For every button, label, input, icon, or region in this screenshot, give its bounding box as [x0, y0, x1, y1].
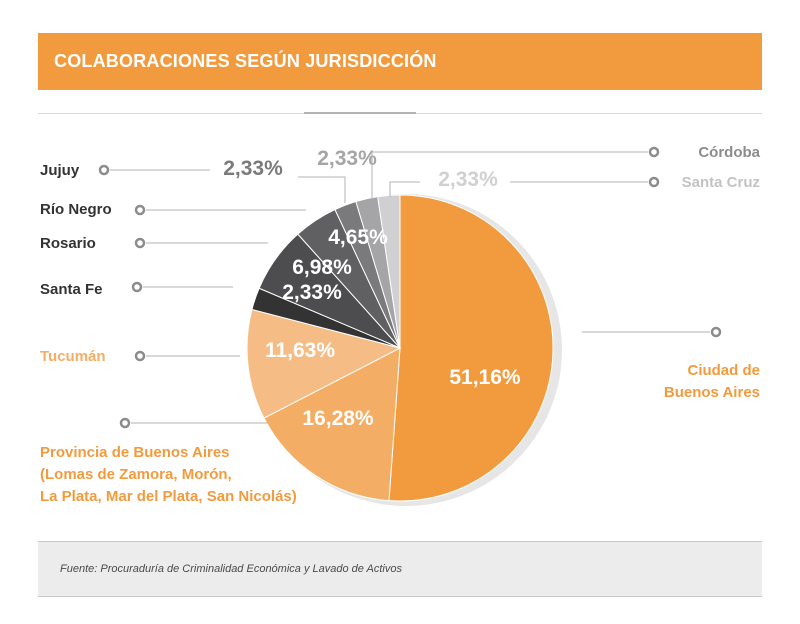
chart-title: COLABORACIONES SEGÚN JURISDICCIÓN: [54, 51, 437, 71]
slice-category-label: Jujuy: [40, 162, 80, 179]
leader-dot: [119, 417, 131, 429]
leader-dot: [98, 164, 110, 176]
slice-value-label: 51,16%: [449, 366, 521, 389]
slice-category-label: La Plata, Mar del Plata, San Nicolás): [40, 488, 297, 505]
slice-category-label: (Lomas de Zamora, Morón,: [40, 466, 232, 483]
leader-dot: [134, 237, 146, 249]
leader-dot: [648, 146, 660, 158]
slice-category-label: Santa Fe: [40, 281, 103, 298]
source-text: Fuente: Procuraduría de Criminalidad Eco…: [60, 563, 402, 575]
slice-category-label: Provincia de Buenos Aires: [40, 444, 230, 461]
slice-category-label: Buenos Aires: [664, 384, 760, 401]
slice-value-label: 4,65%: [328, 226, 388, 249]
leader-line: [371, 151, 648, 198]
slice-category-label: Córdoba: [698, 144, 760, 161]
pie-slice: [388, 194, 554, 502]
slice-value-label: 2,33%: [282, 281, 342, 304]
slice-category-label: Santa Cruz: [682, 174, 760, 191]
slice-value-label: 16,28%: [302, 407, 374, 430]
leader-dot: [648, 176, 660, 188]
slice-category-label: Rosario: [40, 235, 96, 252]
source-footer: Fuente: Procuraduría de Criminalidad Eco…: [38, 541, 762, 597]
pie-slice: [377, 194, 401, 349]
leader-dot: [134, 350, 146, 362]
leader-line: [389, 181, 648, 197]
slice-value-label: 6,98%: [292, 256, 352, 279]
slice-value-label: 11,63%: [265, 339, 335, 362]
slice-value-label: 2,33%: [438, 168, 498, 191]
slice-value-label: 2,33%: [317, 147, 377, 170]
slice-value-label: 2,33%: [223, 157, 283, 180]
leader-line: [110, 169, 346, 203]
leader-dot: [710, 326, 722, 338]
pie-chart: 51,16%16,28%11,63%2,33%6,98%4,65%2,33% 2,…: [40, 144, 761, 506]
divider-accent: [304, 112, 416, 114]
leader-dot: [131, 281, 143, 293]
slice-category-label: Río Negro: [40, 201, 112, 218]
chart-title-banner: COLABORACIONES SEGÚN JURISDICCIÓN: [38, 33, 762, 90]
slice-category-label: Tucumán: [40, 348, 106, 365]
leader-dot: [134, 204, 146, 216]
pie-slice: [263, 347, 401, 502]
slice-category-label: Ciudad de: [687, 362, 760, 379]
pie-slice: [246, 308, 402, 419]
